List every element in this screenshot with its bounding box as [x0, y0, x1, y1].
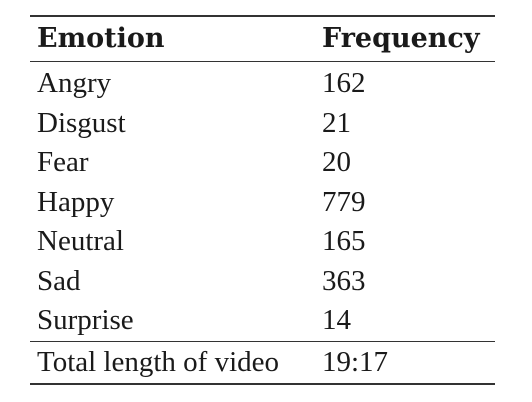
- table-row: Neutral 165: [30, 221, 495, 261]
- emotion-cell: Surprise: [37, 304, 134, 336]
- total-value: 19:17: [322, 346, 389, 378]
- emotion-cell: Happy: [37, 186, 115, 218]
- table-row: Happy 779: [30, 182, 495, 222]
- frequency-cell: 779: [322, 186, 366, 218]
- frequency-cell: 363: [322, 265, 366, 297]
- emotion-cell: Neutral: [37, 225, 124, 257]
- table-header-row: Emotion Frequency: [30, 15, 495, 55]
- frequency-cell: 165: [322, 225, 366, 257]
- table-row: Sad 363: [30, 261, 495, 301]
- table-row: Angry 162: [30, 63, 495, 103]
- frequency-cell: 20: [322, 146, 351, 178]
- header-emotion: Emotion: [37, 23, 165, 54]
- table-row: Disgust 21: [30, 103, 495, 143]
- frequency-cell: 21: [322, 107, 351, 139]
- table-top-rule: [30, 15, 495, 17]
- emotion-cell: Sad: [37, 265, 81, 297]
- emotion-cell: Disgust: [37, 107, 126, 139]
- table-row: Surprise 14: [30, 300, 495, 340]
- table-row: Fear 20: [30, 142, 495, 182]
- header-frequency: Frequency: [322, 23, 480, 54]
- table-bottom-rule: [30, 383, 495, 385]
- table-header-rule: [30, 61, 495, 62]
- emotion-cell: Fear: [37, 146, 89, 178]
- frequency-cell: 162: [322, 67, 366, 99]
- emotion-cell: Angry: [37, 67, 112, 99]
- frequency-cell: 14: [322, 304, 351, 336]
- total-label: Total length of video: [37, 346, 279, 378]
- table-total-rule: [30, 341, 495, 342]
- table-total-row: Total length of video 19:17: [30, 342, 495, 382]
